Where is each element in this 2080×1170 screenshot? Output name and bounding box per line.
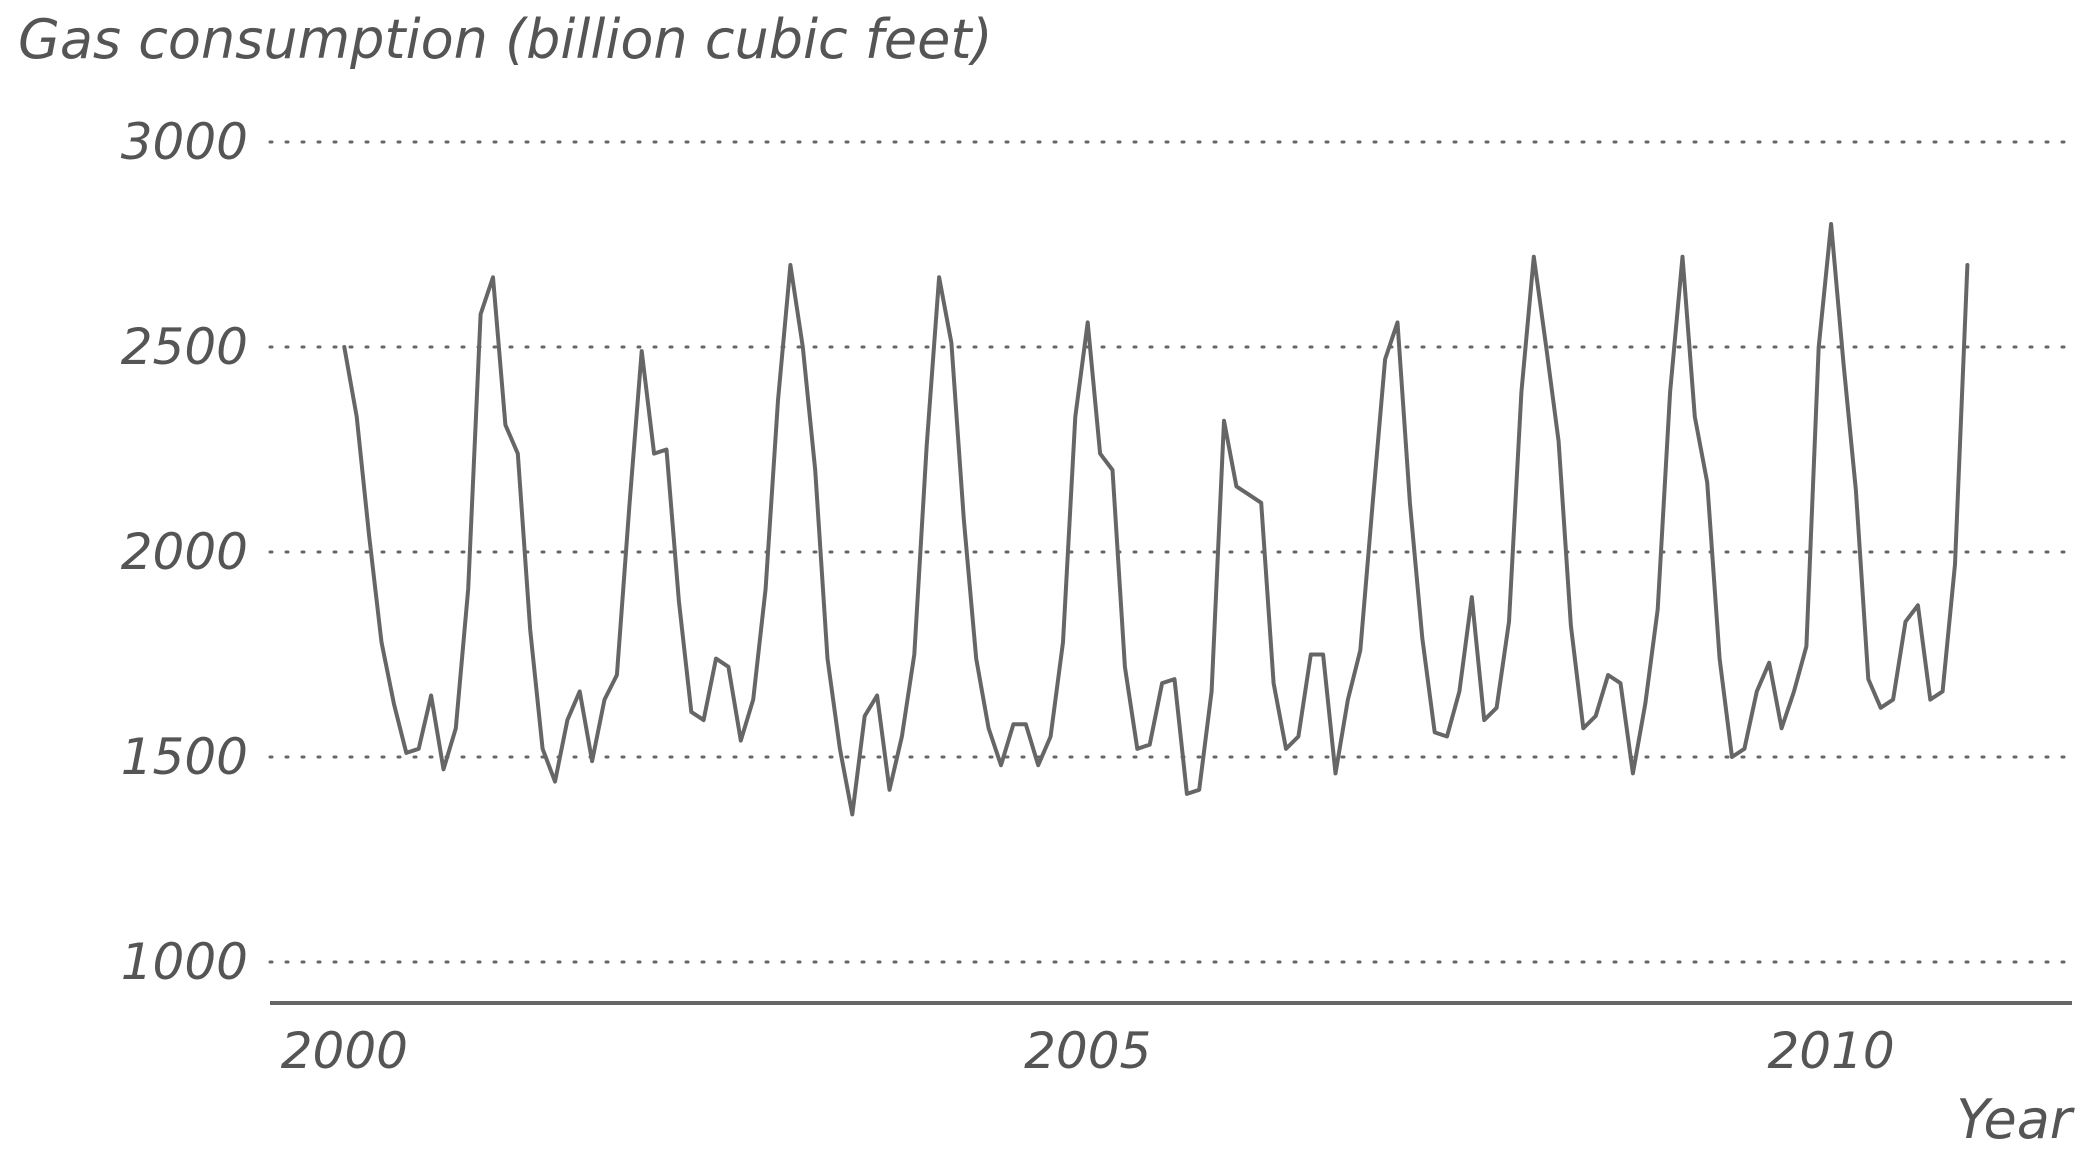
series-layer xyxy=(342,222,1970,817)
x-tick-label: 2010 xyxy=(1768,1022,1895,1080)
y-tick-label: 2000 xyxy=(121,523,248,581)
y-tick-label: 2500 xyxy=(121,318,248,376)
series-line xyxy=(342,222,1970,817)
y-tick-label: 1000 xyxy=(121,933,248,991)
y-tick-label: 3000 xyxy=(121,113,248,171)
x-tick-label: 2005 xyxy=(1024,1022,1151,1080)
gridlines xyxy=(268,140,2074,964)
chart-title: Gas consumption (billion cubic feet) xyxy=(18,8,993,71)
x-tick-label: 2000 xyxy=(281,1022,408,1080)
y-tick-label: 1500 xyxy=(121,728,248,786)
y-tick-labels: 1000 1500 2000 2500 3000 xyxy=(121,113,248,991)
x-axis-label: Year xyxy=(1956,1088,2074,1151)
x-tick-labels: 2000 2005 2010 xyxy=(281,1022,1895,1080)
